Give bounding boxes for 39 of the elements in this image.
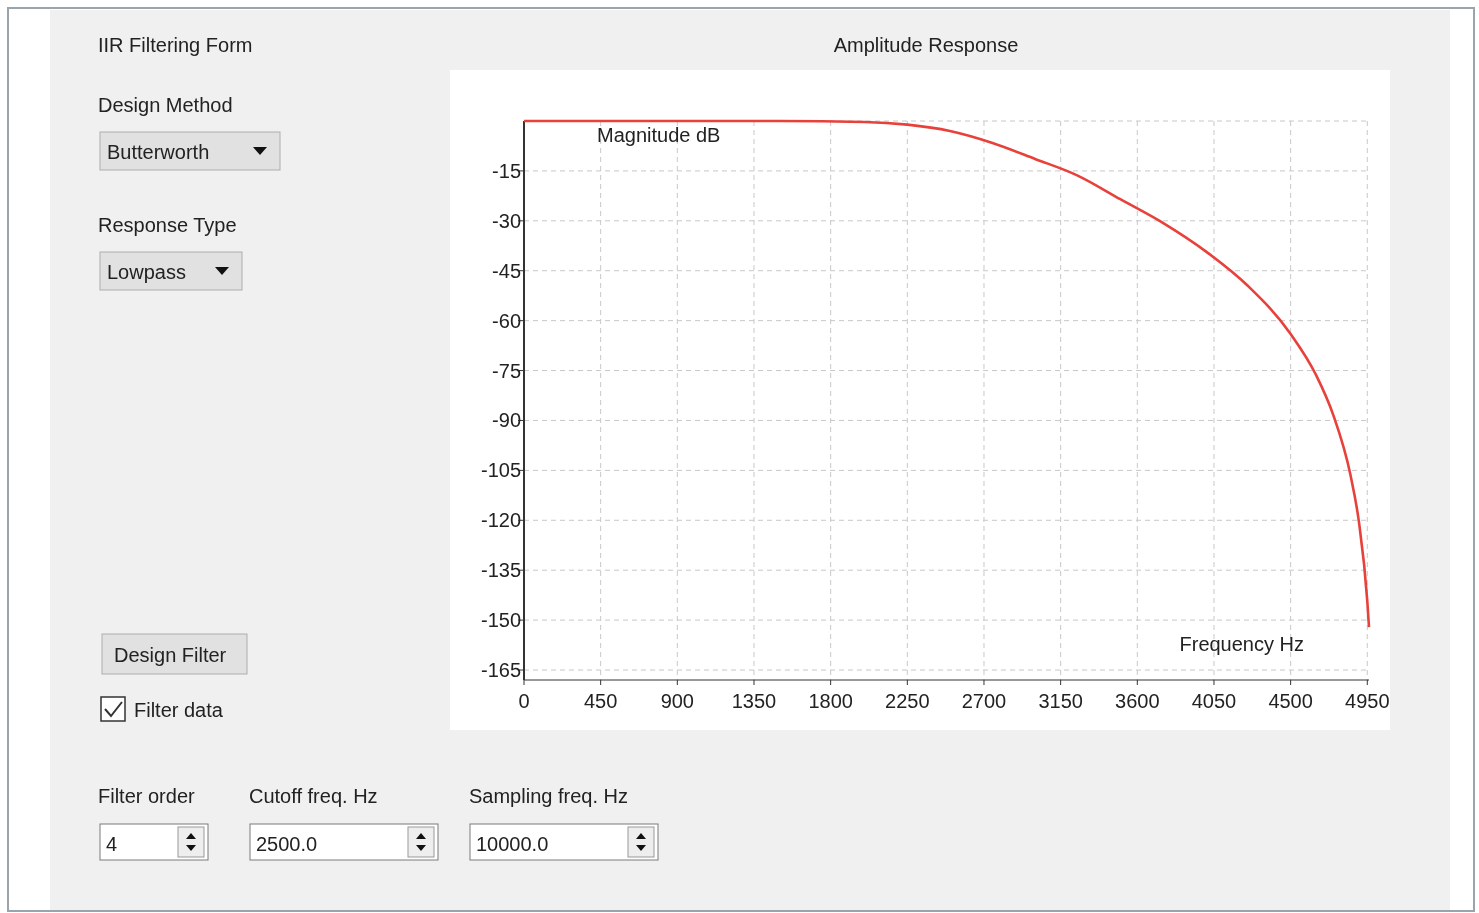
x-axis-title: Frequency Hz <box>1179 633 1304 655</box>
x-tick-label: 1350 <box>731 690 777 712</box>
text: IIR Filtering Form <box>98 34 253 56</box>
y-tick-label: -75 <box>492 359 521 382</box>
text: Design Method <box>98 94 233 116</box>
chart-title: Amplitude Response <box>833 34 1019 56</box>
text: 4 <box>106 833 118 855</box>
y-tick-label: -60 <box>492 309 521 332</box>
text: Cutoff freq. Hz <box>249 785 378 807</box>
text: 2500.0 <box>256 833 318 855</box>
text: 10000.0 <box>476 833 549 855</box>
x-tick-label: 1800 <box>808 690 853 712</box>
text: Response Type <box>98 214 237 236</box>
x-tick-label: 2250 <box>885 690 930 712</box>
text: Filter order <box>98 785 196 807</box>
x-tick-label: 3600 <box>1115 690 1160 712</box>
y-tick-label: -120 <box>480 509 521 532</box>
text: Design Filter <box>114 644 227 666</box>
y-tick-label: -90 <box>492 409 521 432</box>
x-tick-label: 4950 <box>1345 690 1390 712</box>
y-tick-label: -165 <box>480 659 521 682</box>
x-tick-label: 0 <box>518 690 530 712</box>
x-tick-label: 3150 <box>1038 690 1083 712</box>
x-tick-label: 450 <box>583 690 618 712</box>
text: Butterworth <box>107 141 210 163</box>
x-tick-label: 4050 <box>1191 690 1237 712</box>
y-axis-title: Magnitude dB <box>597 124 721 146</box>
y-tick-label: -45 <box>492 259 521 282</box>
text: Sampling freq. Hz <box>469 785 628 807</box>
y-tick-label: -15 <box>492 159 521 182</box>
y-tick-label: -105 <box>480 459 521 482</box>
x-tick-label: 2700 <box>961 690 1007 712</box>
text: Lowpass <box>107 261 186 283</box>
x-tick-label: 900 <box>660 690 695 712</box>
text: Filter data <box>134 699 224 721</box>
y-tick-label: -30 <box>492 209 521 232</box>
y-tick-label: -150 <box>480 609 521 632</box>
x-tick-label: 4500 <box>1268 690 1313 712</box>
y-tick-label: -135 <box>480 559 521 582</box>
